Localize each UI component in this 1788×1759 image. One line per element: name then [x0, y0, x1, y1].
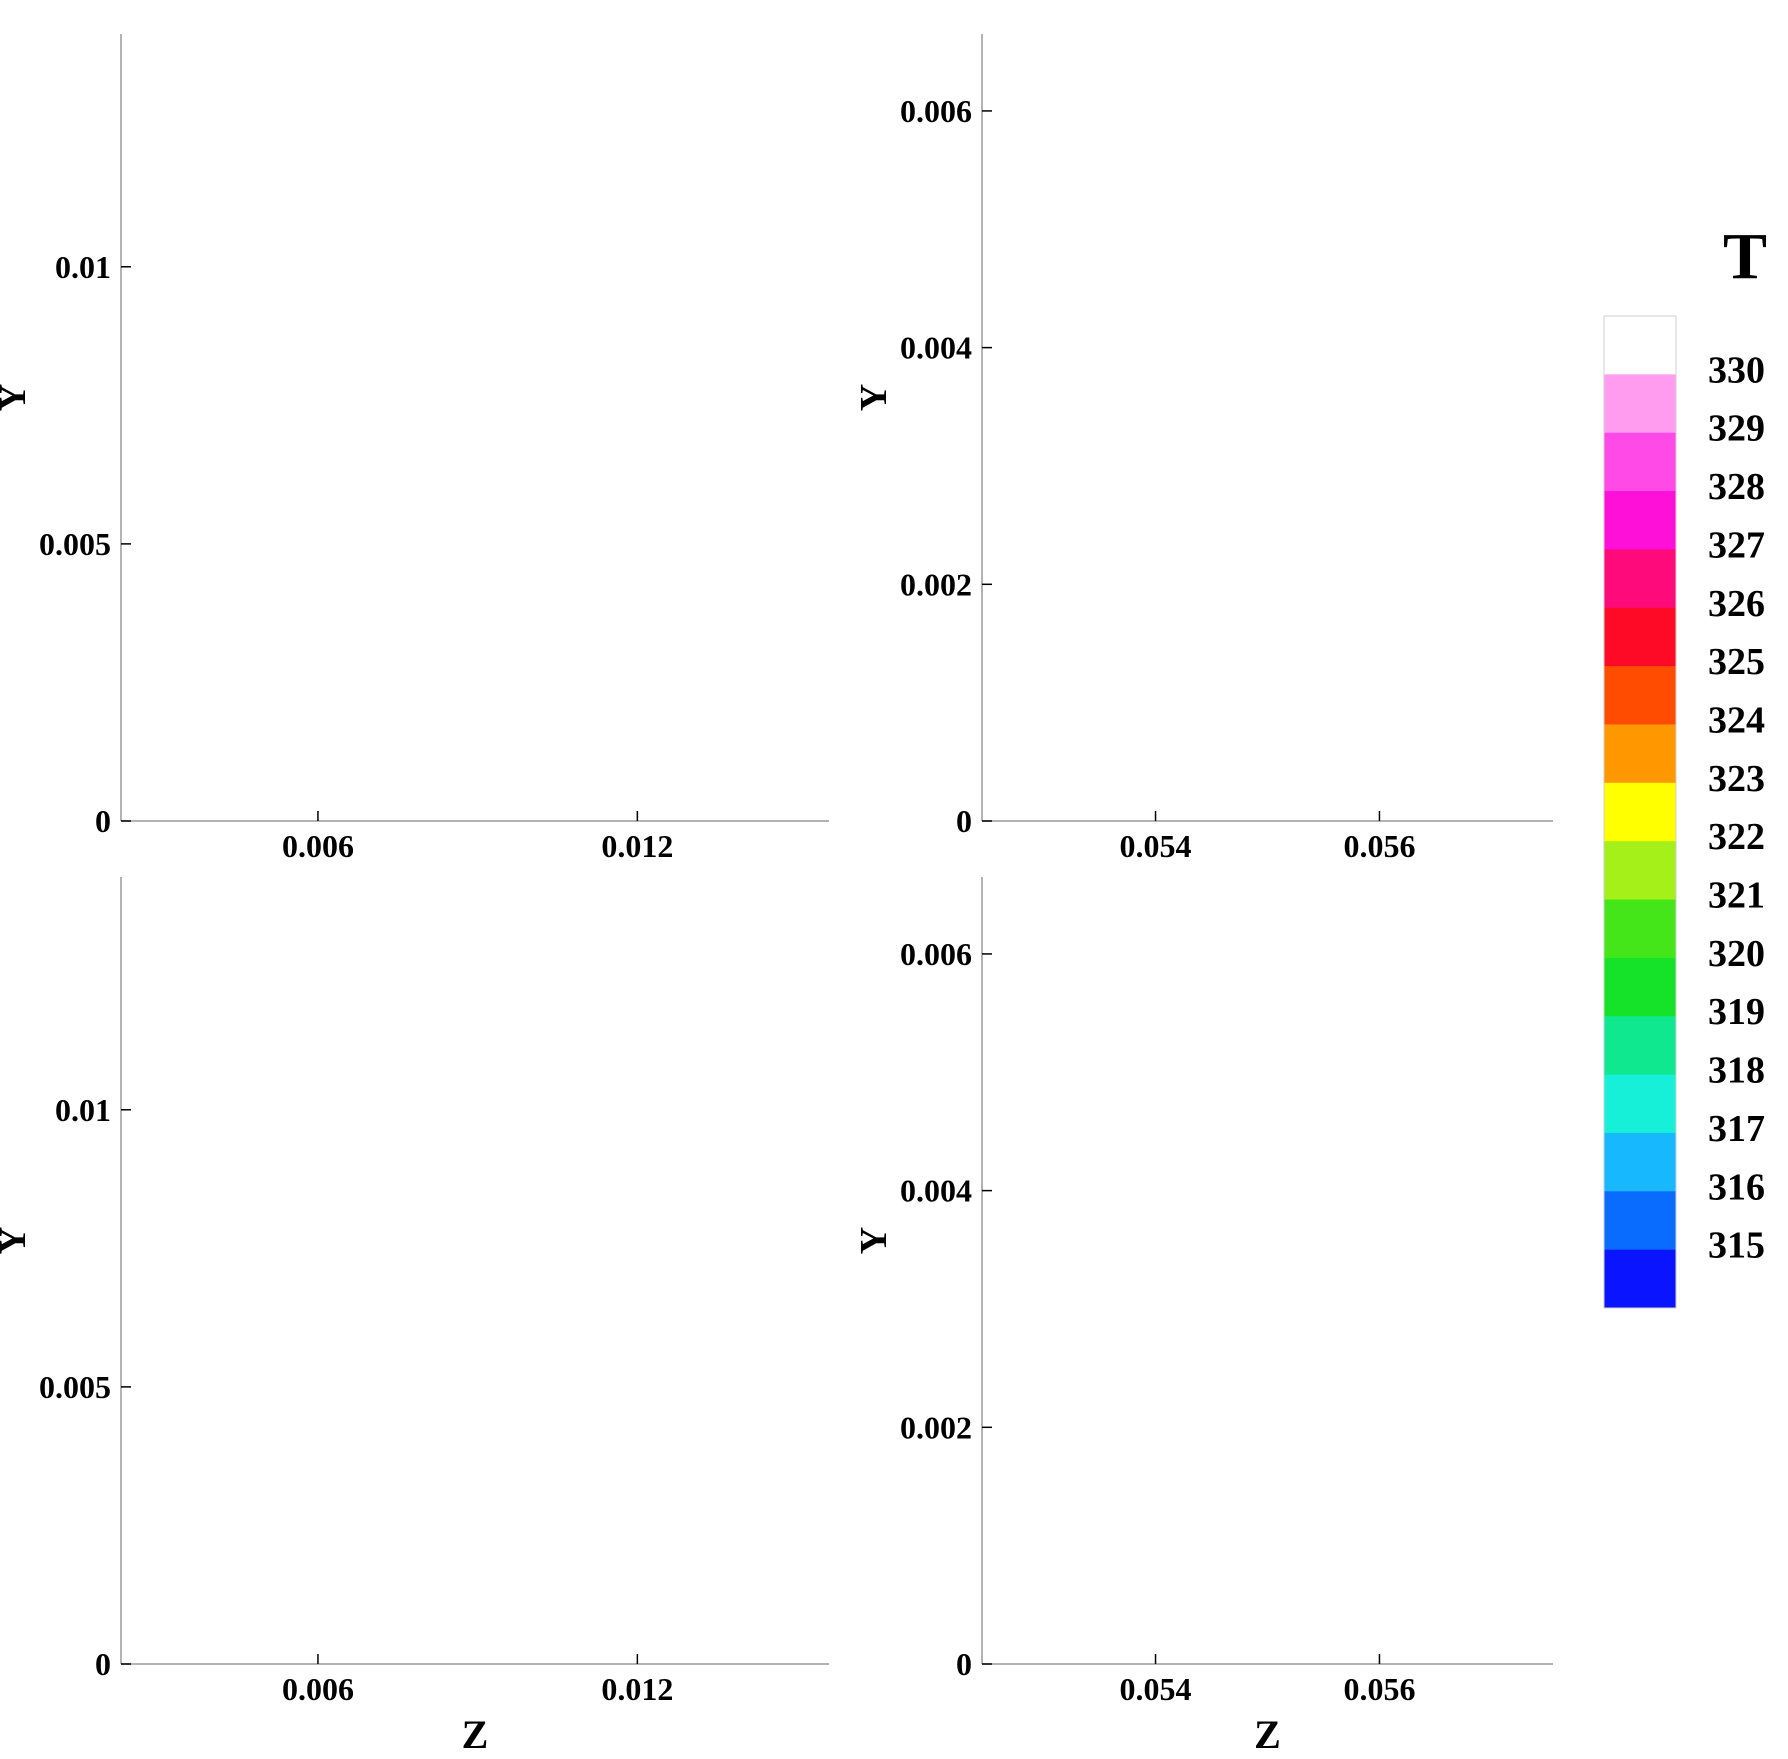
colorbar-swatch [1604, 958, 1676, 1017]
colorbar-swatch [1604, 491, 1676, 550]
colorbar-title: T [1723, 220, 1767, 293]
temperature-field [121, 34, 830, 827]
temperature-field [982, 34, 1559, 827]
x-axis-label: Z [1254, 1712, 1281, 1757]
y-tick-label: 0.01 [55, 1092, 111, 1128]
colorbar-swatch [1604, 841, 1676, 900]
colorbar-level-label: 316 [1708, 1166, 1765, 1208]
y-tick-label: 0 [956, 1646, 972, 1682]
velocity-vectors [991, 64, 1549, 819]
y-tick-label: 0.004 [900, 1173, 972, 1209]
y-axis-label: Y [0, 1227, 34, 1254]
colorbar-level-label: 330 [1708, 349, 1765, 391]
colorbar-swatch [1604, 724, 1676, 783]
y-tick-label: 0.005 [39, 1369, 111, 1405]
x-tick-label: 0.054 [1120, 1671, 1192, 1707]
colorbar-swatch [1604, 374, 1676, 433]
colorbar-swatch [1604, 666, 1676, 725]
panel-top-right: 0.054 0.056 0 0.002 0.004 0.006 Y [853, 34, 1559, 864]
colorbar-level-label: 329 [1708, 408, 1765, 450]
colorbar-level-label: 319 [1708, 991, 1765, 1033]
colorbar-swatch [1604, 1016, 1676, 1075]
y-tick-label: 0.002 [900, 566, 972, 602]
x-tick-label: 0.056 [1343, 828, 1415, 864]
y-tick-label: 0.006 [900, 93, 972, 129]
x-tick-label: 0.012 [601, 828, 673, 864]
y-axis-label: Y [0, 384, 34, 411]
y-tick-label: 0.005 [39, 526, 111, 562]
velocity-vectors [119, 907, 821, 1654]
colorbar-level-label: 318 [1708, 1050, 1765, 1092]
colorbar-swatch [1604, 1133, 1676, 1192]
x-tick-label: 0.012 [601, 1671, 673, 1707]
colorbar-level-label: 327 [1708, 524, 1765, 566]
colorbar-level-label: 320 [1708, 933, 1765, 975]
colorbar-level-label: 328 [1708, 466, 1765, 508]
colorbar-level-label: 324 [1708, 699, 1765, 741]
colorbar-level-label: 321 [1708, 875, 1765, 917]
colorbar-swatch [1604, 1191, 1676, 1250]
colorbar-level-label: 326 [1708, 583, 1765, 625]
colorbar-swatch [1604, 549, 1676, 608]
panel-top-left: 0.006 0.012 0 0.005 0.01 Y [0, 34, 830, 864]
colorbar-swatch [1604, 1250, 1676, 1309]
x-tick-label: 0.054 [1120, 828, 1192, 864]
colorbar-level-label: 325 [1708, 641, 1765, 683]
y-tick-label: 0 [956, 803, 972, 839]
colorbar-level-label: 317 [1708, 1108, 1765, 1150]
panel-bottom-left: 0.006 0.012 0 0.005 0.01 Y Z [0, 877, 830, 1757]
velocity-vectors [991, 907, 1549, 1662]
x-tick-label: 0.006 [282, 828, 354, 864]
colorbar-swatch [1604, 608, 1676, 667]
temperature-field [982, 877, 1559, 1670]
y-axis-label: Y [853, 1227, 895, 1254]
colorbar: T 330 329 328 327 326 325 324 323 322 321 320 319 318… [1604, 220, 1767, 1309]
colorbar-swatch [1604, 1075, 1676, 1134]
y-tick-label: 0 [95, 803, 111, 839]
colorbar-swatch [1604, 900, 1676, 959]
x-tick-label: 0.006 [282, 1671, 354, 1707]
y-tick-label: 0.002 [900, 1409, 972, 1445]
y-tick-label: 0.004 [900, 330, 972, 366]
colorbar-swatch [1604, 316, 1676, 375]
y-tick-label: 0.006 [900, 936, 972, 972]
y-tick-label: 0 [95, 1646, 111, 1682]
x-tick-label: 0.056 [1343, 1671, 1415, 1707]
velocity-vectors [119, 64, 821, 811]
colorbar-level-label: 323 [1708, 758, 1765, 800]
colorbar-level-label: 315 [1708, 1225, 1765, 1267]
temperature-field [121, 877, 830, 1670]
colorbar-level-label: 322 [1708, 816, 1765, 858]
y-axis-label: Y [853, 384, 895, 411]
panel-bottom-right: 0.054 0.056 0 0.002 0.004 0.006 Y Z [853, 877, 1559, 1757]
y-tick-label: 0.01 [55, 249, 111, 285]
x-axis-label: Z [462, 1712, 489, 1757]
colorbar-swatch [1604, 433, 1676, 492]
colorbar-swatch [1604, 783, 1676, 842]
